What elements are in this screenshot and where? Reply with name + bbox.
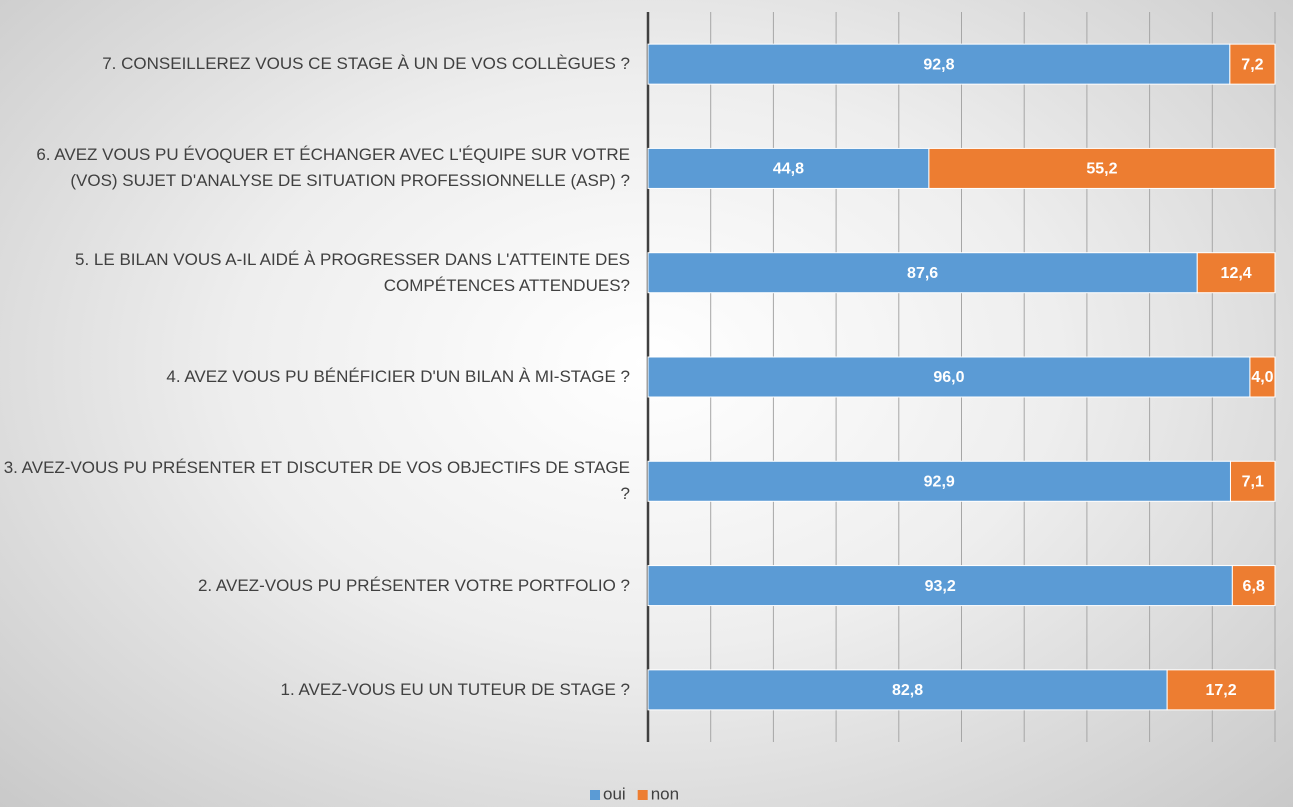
bar-segment [1229, 460, 1276, 502]
category-label: 3. AVEZ-VOUS PU PRÉSENTER ET DISCUTER DE… [3, 458, 630, 504]
data-label: 92,8 [923, 56, 954, 73]
data-label: 55,2 [1086, 161, 1117, 178]
data-label: 4,0 [1251, 369, 1273, 386]
category-label: 2. AVEZ-VOUS PU PRÉSENTER VOTRE PORTFOLI… [197, 575, 630, 595]
legend-label: non [651, 784, 679, 803]
category-label: 7. CONSEILLEREZ VOUS CE STAGE À UN DE VO… [102, 54, 630, 74]
bar-segment [647, 565, 1233, 607]
data-label: 82,8 [892, 682, 923, 699]
legend-swatch [637, 790, 648, 800]
bar-segment [647, 460, 1231, 502]
data-label: 7,2 [1241, 56, 1263, 73]
data-label: 87,6 [907, 265, 938, 282]
data-label: 92,9 [924, 474, 955, 491]
category-label: 4. AVEZ VOUS PU BÉNÉFICIER D'UN BILAN À … [166, 367, 630, 386]
data-label: 7,1 [1242, 474, 1264, 491]
bar-segment [1249, 356, 1276, 398]
bar-segment [1231, 565, 1276, 607]
bar-segment [928, 147, 1276, 189]
data-label: 44,8 [773, 161, 804, 178]
bar-segment [1166, 669, 1276, 711]
data-label: 6,8 [1243, 578, 1265, 595]
category-label: 1. AVEZ-VOUS EU UN TUTEUR DE STAGE ? [280, 679, 630, 699]
category-label: 5. LE BILAN VOUS A-IL AIDÉ À PROGRESSER … [75, 249, 630, 295]
bar-segment [647, 43, 1231, 85]
bar-segment [647, 252, 1198, 294]
data-label: 12,4 [1221, 265, 1252, 282]
legend-swatch [590, 790, 600, 800]
legend-label: oui [603, 784, 626, 803]
bar-segment [647, 147, 930, 189]
bar-segment [1196, 252, 1276, 294]
data-label: 17,2 [1206, 682, 1237, 699]
bar-segment [647, 356, 1251, 398]
category-label: 6. AVEZ VOUS PU ÉVOQUER ET ÉCHANGER AVEC… [36, 145, 630, 191]
data-label: 96,0 [933, 369, 964, 386]
data-label: 93,2 [925, 578, 956, 595]
bar-segment [1229, 43, 1276, 85]
